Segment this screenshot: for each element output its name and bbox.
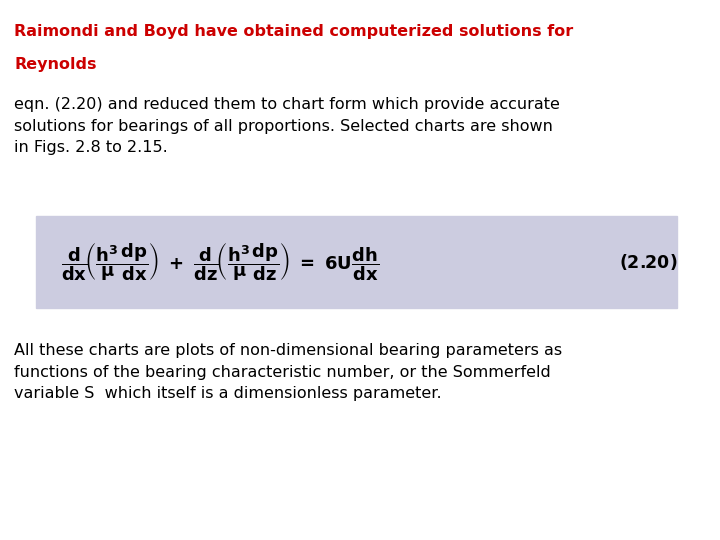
Text: Raimondi and Boyd have obtained computerized solutions for: Raimondi and Boyd have obtained computer…: [14, 24, 574, 39]
Text: eqn. (2.20) and reduced them to chart form which provide accurate
solutions for : eqn. (2.20) and reduced them to chart fo…: [14, 97, 560, 156]
FancyBboxPatch shape: [36, 216, 677, 308]
Text: $\mathbf{\dfrac{d}{dx}\!\left(\dfrac{h^3}{\mu}\dfrac{dp}{dx}\right)\ +\ \dfrac{d: $\mathbf{\dfrac{d}{dx}\!\left(\dfrac{h^3…: [61, 241, 379, 283]
Text: All these charts are plots of non-dimensional bearing parameters as
functions of: All these charts are plots of non-dimens…: [14, 343, 562, 401]
Text: $\mathbf{(2.20)}$: $\mathbf{(2.20)}$: [618, 252, 678, 272]
Text: Reynolds: Reynolds: [14, 57, 97, 72]
